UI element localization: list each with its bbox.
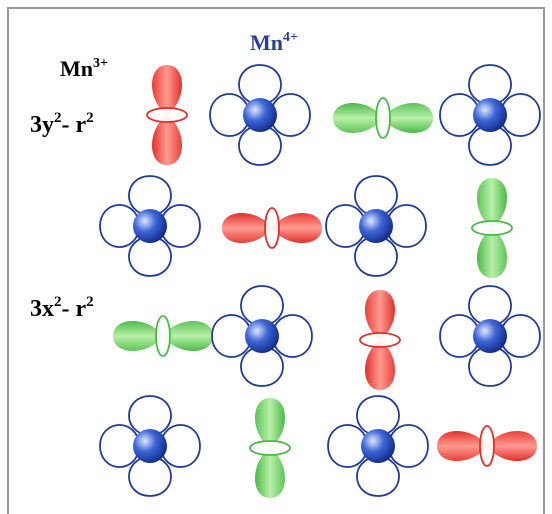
label-part: 3y [30, 112, 54, 138]
ring [472, 221, 512, 235]
mn3-orbital [472, 178, 512, 278]
atom [359, 209, 393, 243]
ring [376, 98, 390, 138]
mn3-orbital [250, 398, 290, 498]
label-sup: 4+ [283, 30, 298, 45]
label-part: - r [62, 296, 87, 322]
label-sup: 2 [54, 294, 62, 310]
label-base: Mn [60, 56, 93, 81]
label-base: Mn [250, 30, 283, 55]
label-part: 3x [30, 296, 54, 322]
ring [265, 208, 279, 248]
ring [156, 316, 170, 356]
ring [250, 441, 290, 455]
atom [245, 319, 279, 353]
label-sup: 2 [86, 110, 94, 126]
ring [360, 333, 400, 347]
atom [243, 98, 277, 132]
row-label: 3y2- r2 [30, 110, 94, 138]
atom [473, 319, 507, 353]
mn3-orbital [113, 316, 213, 356]
label-part: - r [62, 112, 87, 138]
atom [473, 98, 507, 132]
mn3-orbital [360, 290, 400, 390]
mn3-orbital [147, 65, 187, 165]
ring [480, 426, 494, 466]
mn3-orbital [333, 98, 433, 138]
atom [361, 429, 395, 463]
row-label: 3x2- r2 [30, 294, 94, 322]
atom [133, 209, 167, 243]
mn3-orbital [222, 208, 322, 248]
atom [133, 429, 167, 463]
mn3-orbital [437, 426, 537, 466]
label-sup: 3+ [93, 56, 108, 71]
ring [147, 108, 187, 122]
diagram: Mn3+ Mn4+ 3y2- r2 3x2- r2 [0, 0, 552, 514]
label-sup: 2 [54, 110, 62, 126]
label-sup: 2 [86, 294, 94, 310]
